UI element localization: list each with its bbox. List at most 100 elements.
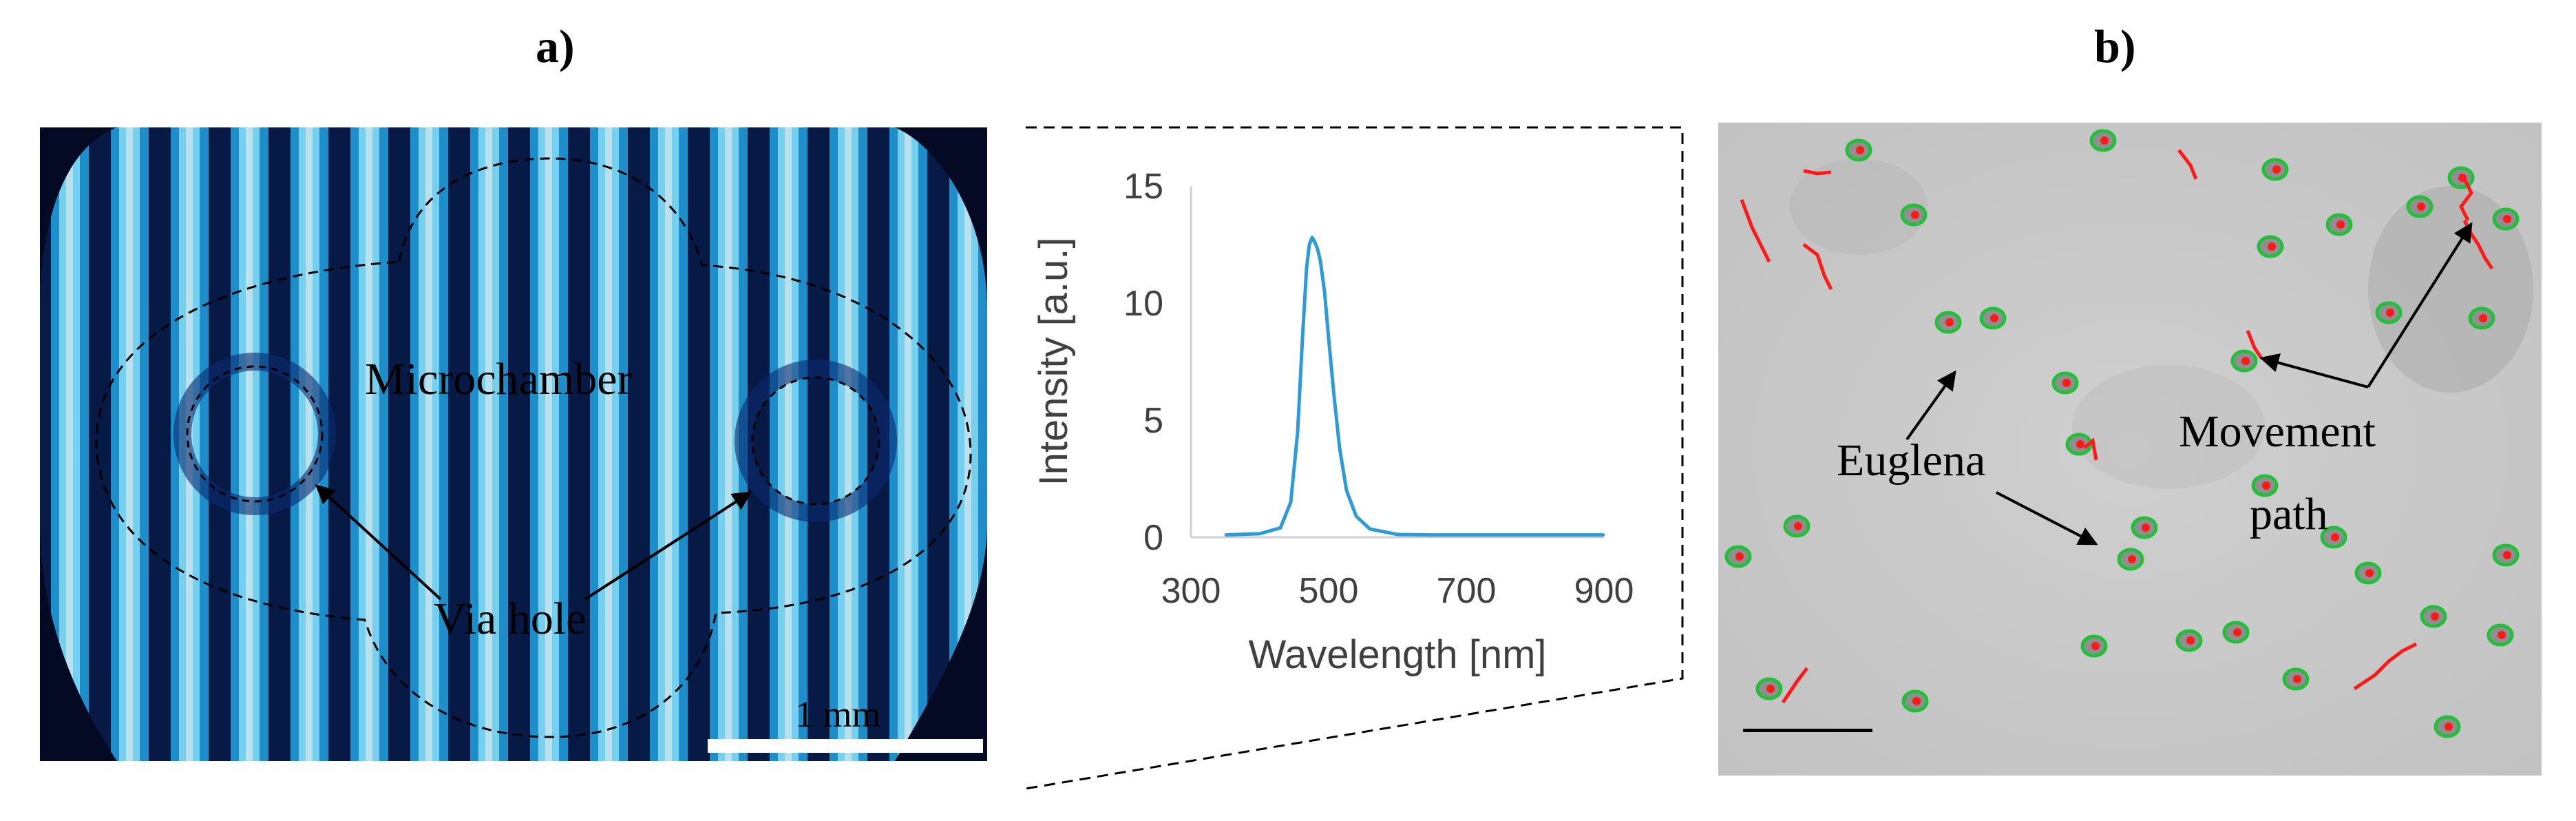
euglena-scale-bar: [1743, 729, 1872, 732]
spectrum-point: [1603, 534, 1605, 537]
spectrum-point: [1258, 532, 1261, 535]
microchamber-label: Microchamber: [365, 354, 633, 404]
x-tick-label: 300: [1161, 571, 1221, 611]
euglena-center: [2336, 220, 2345, 229]
spectrum-point: [1396, 533, 1399, 536]
spectrum-point: [1316, 248, 1319, 251]
euglena-center: [2417, 202, 2425, 211]
via-hole-arrow-right: [584, 491, 752, 601]
via-hole-left: [186, 365, 324, 503]
x-axis-title: Wavelength [nm]: [1248, 632, 1546, 677]
y-tick-label: 10: [1123, 284, 1163, 324]
spectrum-point: [1289, 501, 1292, 503]
panel-b-label: b): [2094, 20, 2136, 72]
euglena-tracking-image: Euglena Movement path: [1718, 123, 2542, 776]
euglena-center: [2445, 723, 2453, 731]
spectrum-point: [1499, 534, 1502, 537]
euglena-center: [1945, 318, 1954, 326]
x-tick-label: 500: [1299, 571, 1359, 611]
spectrum-point: [1308, 243, 1311, 246]
spectrum-point: [1338, 447, 1341, 450]
euglena-center: [2293, 675, 2301, 683]
movement-path: [2459, 178, 2473, 222]
spectrum-point: [1568, 534, 1571, 537]
spectrum-point: [1319, 260, 1322, 262]
euglena-center: [1794, 522, 1802, 530]
y-tick-label: 0: [1143, 518, 1163, 558]
euglena-label: Euglena: [1837, 435, 1985, 486]
spectrum-point: [1333, 395, 1335, 398]
spectrum-point: [1369, 528, 1371, 530]
microchamber-micrograph: Microchamber Via hole 1 mm: [40, 127, 987, 761]
spectrum-point: [1323, 290, 1326, 293]
spectrum-point: [1534, 534, 1537, 537]
spectrum-point: [1327, 337, 1330, 340]
via-hole-arrow-left: [315, 484, 442, 601]
spectrum-point: [1301, 337, 1304, 340]
movement-path: [2246, 330, 2263, 360]
scale-bar-label: 1 mm: [795, 694, 881, 735]
euglena-center: [2128, 555, 2136, 563]
euglena-center: [2331, 533, 2339, 541]
euglena-center: [1735, 552, 1744, 561]
spectrum-point: [1224, 534, 1227, 537]
euglena-organisms: [1724, 129, 2520, 738]
euglena-center: [2262, 481, 2270, 490]
euglena-center: [1990, 314, 1998, 322]
euglena-center: [2142, 523, 2150, 532]
euglena-arrow-down: [1996, 491, 2098, 545]
euglena-center: [2272, 165, 2281, 174]
euglena-center: [2503, 215, 2511, 223]
euglena-center: [1911, 211, 1919, 219]
spectrum-point: [1311, 236, 1313, 239]
euglena-center: [2091, 642, 2100, 650]
euglena-center: [2503, 551, 2511, 559]
x-tick-label: 900: [1574, 571, 1634, 611]
spectrum-line: [1225, 236, 1604, 537]
spectrum-point: [1313, 241, 1316, 244]
chamber-outline: [95, 157, 972, 738]
spectrum-point: [1296, 430, 1299, 433]
euglena-center: [2233, 628, 2241, 636]
euglena-center: [2431, 612, 2439, 621]
via-hole-right: [751, 376, 880, 506]
movement-path: [1740, 199, 1771, 263]
via-hole-label: Via hole: [434, 594, 586, 644]
x-tick-label: 700: [1437, 571, 1497, 611]
movement-path: [1781, 667, 1808, 704]
euglena-center: [1856, 146, 1864, 154]
movement-path: [1803, 169, 1832, 176]
euglena-center: [1766, 685, 1775, 693]
euglena-center: [2498, 631, 2506, 639]
euglena-arrow-up: [1905, 370, 1956, 441]
euglena-center: [2268, 242, 2276, 251]
euglena-center: [2100, 136, 2109, 145]
euglena-center: [2365, 569, 2374, 577]
y-tick-label: 5: [1143, 401, 1163, 441]
movement-path: [2083, 437, 2098, 461]
euglena-center: [2076, 440, 2084, 448]
euglena-center: [2186, 636, 2195, 645]
scale-bar: [708, 739, 983, 753]
euglena-center: [2241, 357, 2250, 365]
panel-a-label: a): [536, 20, 575, 72]
movement-path: [2177, 149, 2198, 180]
movement-arrow-right: [2367, 222, 2473, 388]
spectrum-point: [1355, 515, 1358, 517]
movement-path: [1802, 243, 1833, 291]
spectrum-point: [1345, 489, 1348, 492]
movement-label-line1: Movement: [2179, 406, 2376, 457]
spectrum-point: [1465, 534, 1468, 537]
zoom-connector: [1025, 126, 1684, 790]
movement-label-line2: path: [2250, 489, 2328, 539]
euglena-center: [2386, 309, 2394, 317]
movement-path: [2353, 642, 2418, 691]
y-axis-title: Intensity [a.u.]: [1031, 237, 1076, 486]
euglena-center: [1912, 697, 1921, 705]
y-tick-label: 15: [1123, 167, 1163, 207]
euglena-center: [2062, 379, 2071, 387]
spectrum-point: [1305, 267, 1308, 269]
spectrum-point: [1430, 534, 1433, 537]
spectrum-point: [1279, 526, 1282, 529]
